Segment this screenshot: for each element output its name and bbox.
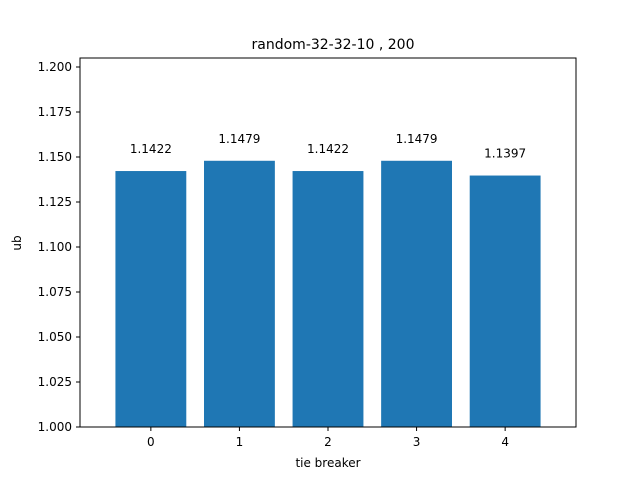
- data-label-4: 1.1397: [484, 147, 526, 161]
- data-label-3: 1.1479: [396, 132, 438, 146]
- y-tick-label: 1.000: [38, 420, 72, 434]
- bar-1: [204, 160, 275, 427]
- x-tick-label: 3: [413, 435, 421, 449]
- y-axis-label: ub: [10, 235, 24, 250]
- x-axis-ticks: 0 1 2 3 4: [147, 427, 509, 449]
- y-tick-label: 1.050: [38, 330, 72, 344]
- plot-frame: [79, 57, 577, 428]
- data-labels-group: 1.1422 1.1479 1.1422 1.1479 1.1397: [130, 132, 526, 161]
- y-tick-label: 1.075: [38, 285, 72, 299]
- x-tick-label: 1: [236, 435, 244, 449]
- y-axis-ticks: 1.000 1.025 1.050 1.075 1.100 1.125 1.150 1.175…: [38, 60, 80, 434]
- x-tick-label: 4: [501, 435, 509, 449]
- y-tick-label: 1.175: [38, 105, 72, 119]
- y-tick-label: 1.125: [38, 195, 72, 209]
- chart-title: random-32-32-10 , 200: [252, 37, 415, 53]
- x-tick-label: 2: [324, 435, 332, 449]
- data-label-0: 1.1422: [130, 142, 172, 156]
- bar-0: [115, 171, 187, 427]
- data-label-1: 1.1479: [218, 132, 260, 146]
- y-tick-label: 1.100: [38, 240, 72, 254]
- data-label-2: 1.1422: [307, 142, 349, 156]
- y-tick-label: 1.150: [38, 150, 72, 164]
- bar-4: [469, 175, 541, 427]
- bars-group: [115, 160, 541, 427]
- y-tick-label: 1.025: [38, 375, 72, 389]
- y-tick-label: 1.200: [38, 60, 72, 74]
- bar-2: [292, 171, 364, 427]
- x-axis-label: tie breaker: [295, 456, 360, 470]
- bar-3: [381, 160, 452, 427]
- x-tick-label: 0: [147, 435, 155, 449]
